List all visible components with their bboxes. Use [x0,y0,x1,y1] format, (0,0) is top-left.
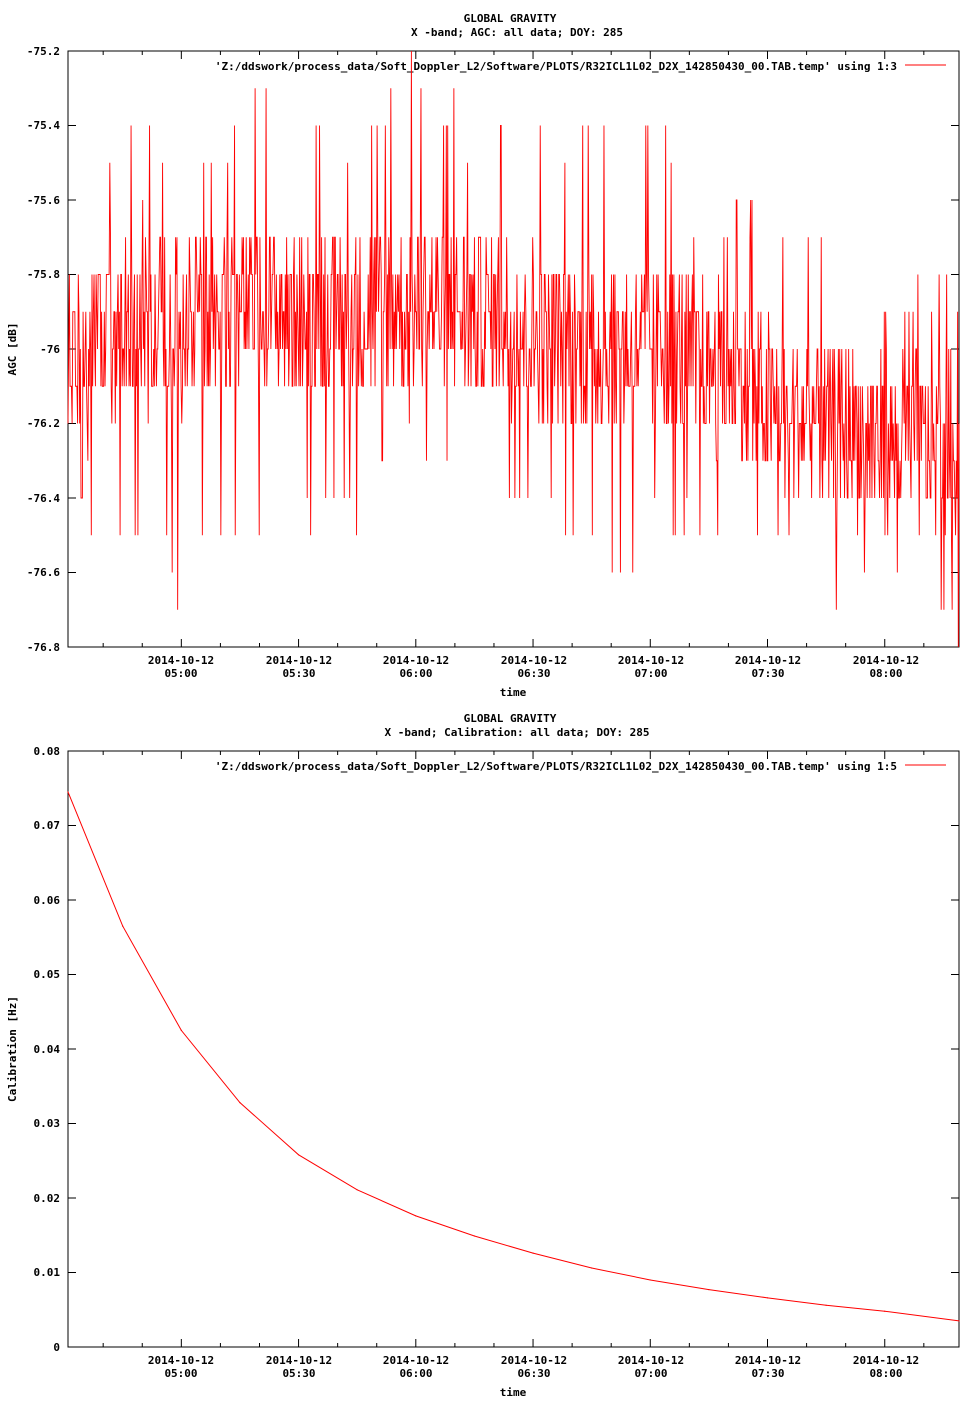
x-tick-date: 2014-10-12 [501,654,567,667]
x-tick-date: 2014-10-12 [383,1354,449,1367]
y-tick-label: -76.2 [27,417,60,430]
x-tick-date: 2014-10-12 [266,654,332,667]
y-tick-label: 0.02 [34,1192,61,1205]
x-tick-date: 2014-10-12 [853,654,919,667]
y-tick-label: 0.04 [34,1043,61,1056]
x-tick-time: 07:00 [634,667,667,680]
data-point [766,1297,769,1299]
series-line [67,50,960,648]
y-tick-label: -76.8 [27,641,60,654]
y-tick-label: 0.05 [34,968,61,981]
plot-border [67,750,960,1348]
x-tick-date: 2014-10-12 [266,1354,332,1367]
data-point [884,1310,886,1312]
data-point [825,1304,827,1306]
y-axis-label: Calibration [Hz] [6,996,19,1102]
x-tick-labels: 2014-10-12 05:00 2014-10-12 05:30 2014-1… [148,654,919,680]
x-tick-date: 2014-10-12 [618,654,684,667]
x-tick-time: 07:00 [634,1367,667,1380]
series-agc [67,50,960,648]
y-tick-label: 0.06 [34,894,61,907]
chart-subtitle: X -band; AGC: all data; DOY: 285 [411,26,623,39]
x-tick-date: 2014-10-12 [853,1354,919,1367]
x-tick-date: 2014-10-12 [735,1354,801,1367]
data-point [180,1029,182,1031]
x-tick-time: 06:30 [517,1367,550,1380]
y-tick-label: -75.8 [27,268,60,281]
y-tick-label: -76.6 [27,566,60,579]
data-point [356,1189,358,1191]
x-tick-date: 2014-10-12 [618,1354,684,1367]
y-tick-label: -75.4 [27,119,60,132]
x-tick-date: 2014-10-12 [148,1354,214,1367]
x-axis-label: time [500,1386,527,1399]
y-tick-label: 0 [53,1341,60,1354]
y-tick-label: 0.01 [34,1266,61,1279]
data-point [67,791,69,793]
y-tick-label: -75.6 [27,194,60,207]
legend-label: 'Z:/ddswork/process_data/Soft_Doppler_L2… [215,60,897,73]
y-tick-label: -75.2 [27,45,60,58]
data-point [239,1102,241,1104]
chart-subtitle: X -band; Calibration: all data; DOY: 285 [385,726,650,739]
x-tick-labels: 2014-10-12 05:00 2014-10-12 05:30 2014-1… [148,1354,919,1380]
data-point [297,1154,300,1156]
legend: 'Z:/ddswork/process_data/Soft_Doppler_L2… [215,760,946,773]
y-tick-label: 0.03 [34,1117,61,1130]
series-line [67,791,960,1322]
legend: 'Z:/ddswork/process_data/Soft_Doppler_L2… [215,60,946,73]
x-tick-time: 08:00 [869,667,902,680]
chart-title: GLOBAL GRAVITY [464,712,557,725]
x-tick-time: 08:00 [869,1367,902,1380]
x-tick-date: 2014-10-12 [735,654,801,667]
data-point [649,1279,651,1281]
data-point [473,1235,476,1237]
x-tick-time: 05:30 [282,1367,315,1380]
y-tick-label: -76 [40,343,60,356]
x-tick-time: 05:30 [282,667,315,680]
x-tick-date: 2014-10-12 [501,1354,567,1367]
agc-chart: GLOBAL GRAVITY X -band; AGC: all data; D… [6,12,960,699]
chart-title: GLOBAL GRAVITY [464,12,557,25]
data-point [122,925,124,927]
data-point [958,1320,960,1322]
x-tick-time: 07:30 [751,1367,784,1380]
calibration-chart: GLOBAL GRAVITY X -band; Calibration: all… [6,712,960,1399]
data-point [591,1267,593,1269]
y-tick-labels: 0 0.01 0.02 0.03 0.04 0.05 0.06 0.07 0.0… [34,745,61,1354]
x-tick-date: 2014-10-12 [383,654,449,667]
x-axis-label: time [500,686,527,699]
x-tick-time: 05:00 [164,1367,197,1380]
x-tick-time: 06:00 [399,667,432,680]
y-tick-label: -76.4 [27,492,60,505]
x-tick-date: 2014-10-12 [148,654,214,667]
legend-label: 'Z:/ddswork/process_data/Soft_Doppler_L2… [215,760,897,773]
y-tick-label: 0.08 [34,745,61,758]
x-tick-time: 05:00 [164,667,197,680]
series-calibration [67,791,960,1322]
y-tick-labels: -75.2 -75.4 -75.6 -75.8 -76 -76.2 -76.4 … [27,45,60,654]
tick-marks [68,750,959,1348]
data-point [532,1252,534,1254]
data-point [708,1289,710,1291]
x-tick-time: 07:30 [751,667,784,680]
x-tick-time: 06:30 [517,667,550,680]
y-tick-label: 0.07 [34,819,61,832]
y-axis-label: AGC [dB] [6,323,19,376]
data-point [415,1215,417,1217]
x-tick-time: 06:00 [399,1367,432,1380]
